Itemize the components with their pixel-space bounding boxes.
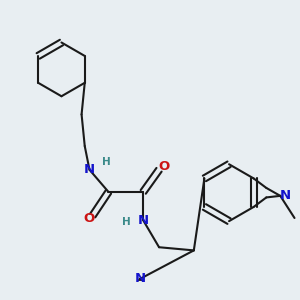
Text: H: H — [122, 217, 131, 227]
Text: N: N — [84, 163, 95, 176]
Text: N: N — [134, 272, 146, 285]
Text: O: O — [84, 212, 95, 225]
Text: H: H — [102, 157, 110, 167]
Text: O: O — [158, 160, 169, 173]
Text: N: N — [138, 214, 149, 227]
Text: N: N — [280, 189, 291, 202]
